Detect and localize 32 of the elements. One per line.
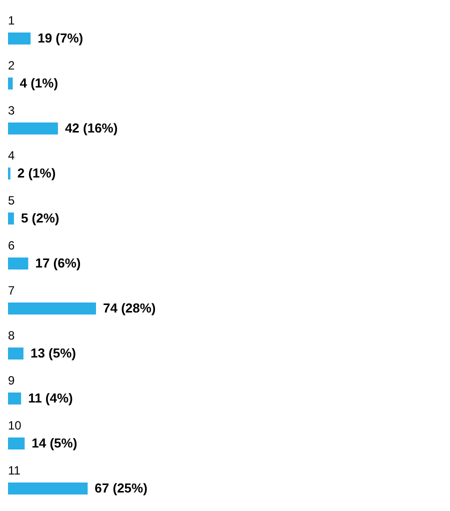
bar: [8, 32, 31, 44]
bar: [8, 258, 28, 270]
bar: [8, 482, 88, 494]
bar: [8, 348, 24, 360]
data-label: 67 (25%): [94, 480, 148, 496]
y-tick-label: 3: [8, 104, 15, 118]
data-label: 13 (5%): [30, 346, 76, 360]
data-label: 11 (4%): [28, 390, 73, 406]
y-tick-label: 5: [8, 194, 15, 208]
y-tick-label: 11: [8, 464, 21, 478]
y-tick-label: 1: [8, 14, 15, 28]
y-tick-label: 8: [8, 328, 15, 342]
data-label: 17 (6%): [35, 256, 81, 270]
data-label: 2 (1%): [17, 166, 56, 180]
data-label: 42 (16%): [64, 120, 118, 136]
bar: [8, 392, 22, 404]
data-label: 74 (28%): [103, 300, 156, 316]
y-tick-label: 4: [8, 148, 15, 162]
bar: [8, 438, 25, 450]
data-label: 5 (2%): [20, 210, 60, 226]
bar: [8, 78, 13, 90]
bar: [8, 302, 96, 314]
y-tick-label: 10: [8, 418, 22, 432]
y-tick-label: 9: [8, 374, 15, 388]
data-label: 4 (1%): [20, 76, 58, 90]
y-tick-label: 6: [8, 238, 15, 252]
y-tick-label: 2: [8, 58, 15, 72]
data-label: 14 (5%): [32, 436, 78, 450]
y-tick-label: 7: [8, 284, 15, 298]
bar: [8, 122, 58, 134]
data-label: 19 (7%): [38, 30, 84, 46]
bar: [8, 212, 14, 224]
